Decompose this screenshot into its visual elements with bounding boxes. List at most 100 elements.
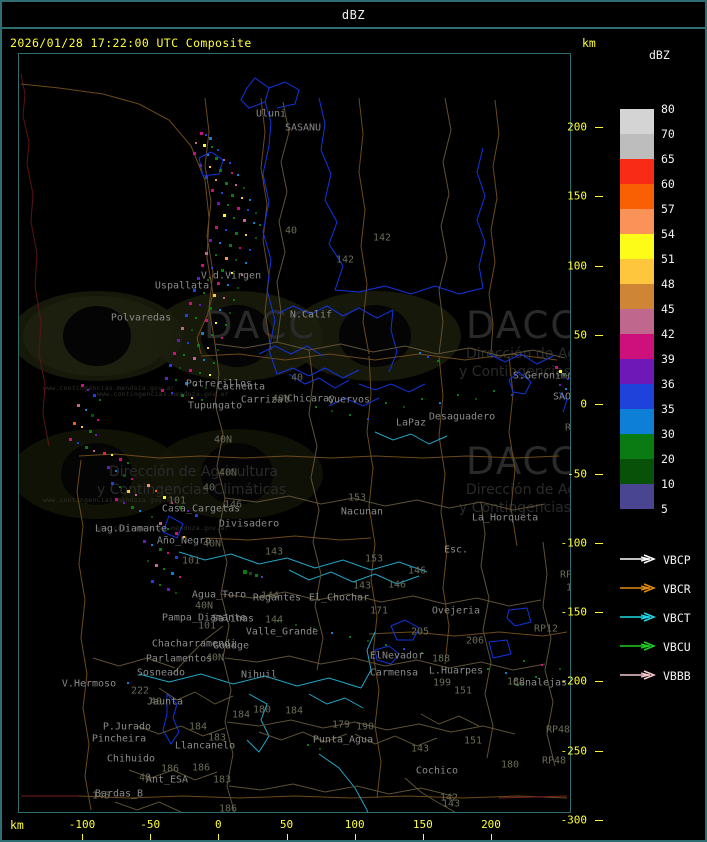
radar-echo-cell: [245, 234, 247, 236]
radar-echo-cell: [155, 564, 158, 567]
radar-echo-cell: [541, 664, 543, 666]
colorbar-swatch[interactable]: [620, 309, 654, 334]
place-label: Nihuil: [240, 669, 278, 681]
place-label: Salinas: [211, 613, 255, 625]
colorbar-swatch[interactable]: [620, 334, 654, 359]
place-label: Cochico: [415, 765, 459, 777]
radar-echo-cell: [439, 656, 441, 658]
radar-echo-cell: [213, 362, 215, 364]
arrow-icon: [620, 612, 656, 622]
route-label: 188: [431, 653, 451, 665]
colorbar-swatch[interactable]: [620, 234, 654, 259]
colorbar-swatch[interactable]: [620, 184, 654, 209]
y-tick-label: -250: [560, 744, 588, 758]
colorbar-swatches[interactable]: [620, 109, 654, 509]
radar-echo-cell: [107, 466, 110, 469]
colorbar-swatch[interactable]: [620, 459, 654, 484]
route-label: RP48: [545, 724, 571, 736]
radar-echo-cell: [151, 544, 153, 546]
radar-echo-cell: [219, 242, 221, 244]
radar-echo-cell: [161, 389, 164, 392]
vector-legend-row: VBCU: [613, 634, 705, 663]
place-label: Esc.: [443, 544, 469, 556]
radar-echo-cell: [181, 327, 184, 330]
radar-echo-cell: [349, 414, 351, 416]
border-layer: [20, 73, 568, 811]
place-label: Parlamentos: [145, 653, 213, 665]
radar-echo-cell: [195, 142, 197, 144]
place-label: Casa_Cargetas: [161, 503, 241, 515]
radar-echo-cell: [159, 548, 162, 551]
colorbar-swatch[interactable]: [620, 434, 654, 459]
x-tick-mark: [422, 834, 424, 840]
radar-echo-cell: [221, 192, 223, 194]
radar-echo-cell: [97, 419, 99, 421]
route-label: 188: [506, 676, 526, 688]
colorbar-swatch[interactable]: [620, 159, 654, 184]
place-label: SASANU: [284, 122, 322, 134]
radar-echo-cell: [193, 289, 196, 292]
x-tick-mark: [150, 834, 152, 840]
radar-echo-cell: [207, 347, 209, 349]
route-label: 40: [149, 696, 163, 708]
route-label: 143: [264, 546, 284, 558]
route-label: 152: [566, 583, 570, 594]
route-label: 144: [260, 590, 280, 602]
radar-echo-cell: [169, 364, 172, 367]
radar-echo-cell: [217, 282, 220, 285]
radar-echo-cell: [175, 592, 177, 594]
radar-echo-cell: [127, 682, 129, 684]
radar-plot-area[interactable]: DACC Dirección de Agricultura y Continge…: [18, 53, 571, 813]
colorbar-swatch[interactable]: [620, 484, 654, 509]
place-label: L.Huarpes: [428, 665, 484, 677]
route-label: 146: [407, 565, 427, 577]
colorbar-swatch[interactable]: [620, 284, 654, 309]
x-tick-mark: [491, 834, 492, 840]
route-label: 40N: [218, 467, 238, 479]
vector-legend-label: VBCT: [663, 611, 691, 625]
radar-echo-cell: [131, 478, 133, 480]
colorbar-swatch[interactable]: [620, 109, 654, 134]
colorbar-level-label: 57: [661, 202, 675, 216]
x-tick-label: -50: [140, 818, 161, 831]
colorbar-swatch[interactable]: [620, 359, 654, 384]
radar-echo-cell: [231, 194, 234, 197]
radar-echo-cell: [475, 398, 477, 400]
radar-echo-cell: [199, 372, 201, 374]
radar-echo-cell: [167, 528, 169, 530]
radar-echo-cell: [205, 176, 208, 179]
colorbar-swatch[interactable]: [620, 134, 654, 159]
place-label: Uspallata: [154, 280, 210, 292]
radar-echo-cell: [209, 137, 212, 140]
radar-echo-cell: [209, 307, 212, 310]
route-label: 143: [441, 798, 461, 810]
radar-echo-cell: [253, 222, 255, 224]
route-label: 151: [453, 685, 473, 697]
radar-echo-cell: [331, 410, 333, 412]
colorbar-level-label: 48: [661, 277, 675, 291]
y-tick-mark: [595, 750, 603, 752]
arrow-icon: [620, 554, 656, 564]
vector-legend-row: VBCT: [613, 605, 705, 634]
radar-echo-cell: [181, 394, 184, 397]
route-label: 101: [167, 495, 187, 507]
radar-echo-cell: [197, 344, 200, 347]
place-label: Sosneado: [136, 667, 186, 679]
colorbar-swatch[interactable]: [620, 209, 654, 234]
colorbar-swatch[interactable]: [620, 384, 654, 409]
radar-echo-cell: [131, 506, 134, 509]
radar-echo-cell: [123, 474, 126, 477]
colorbar-swatch[interactable]: [620, 259, 654, 284]
radar-echo-cell: [175, 532, 178, 535]
x-tick-label: -100: [68, 818, 96, 831]
y-tick-label: 0: [580, 397, 587, 411]
vector-legend-label: VBCU: [663, 640, 691, 654]
radar-echo-cell: [195, 514, 198, 517]
radar-echo-cell: [217, 202, 220, 205]
radar-echo-cell: [211, 334, 213, 336]
x-tick-label: 50: [279, 818, 294, 831]
radar-echo-cell: [241, 274, 243, 276]
place-label: Regantes: [252, 592, 302, 604]
place-label: P.Jurado: [102, 721, 152, 733]
colorbar-swatch[interactable]: [620, 409, 654, 434]
